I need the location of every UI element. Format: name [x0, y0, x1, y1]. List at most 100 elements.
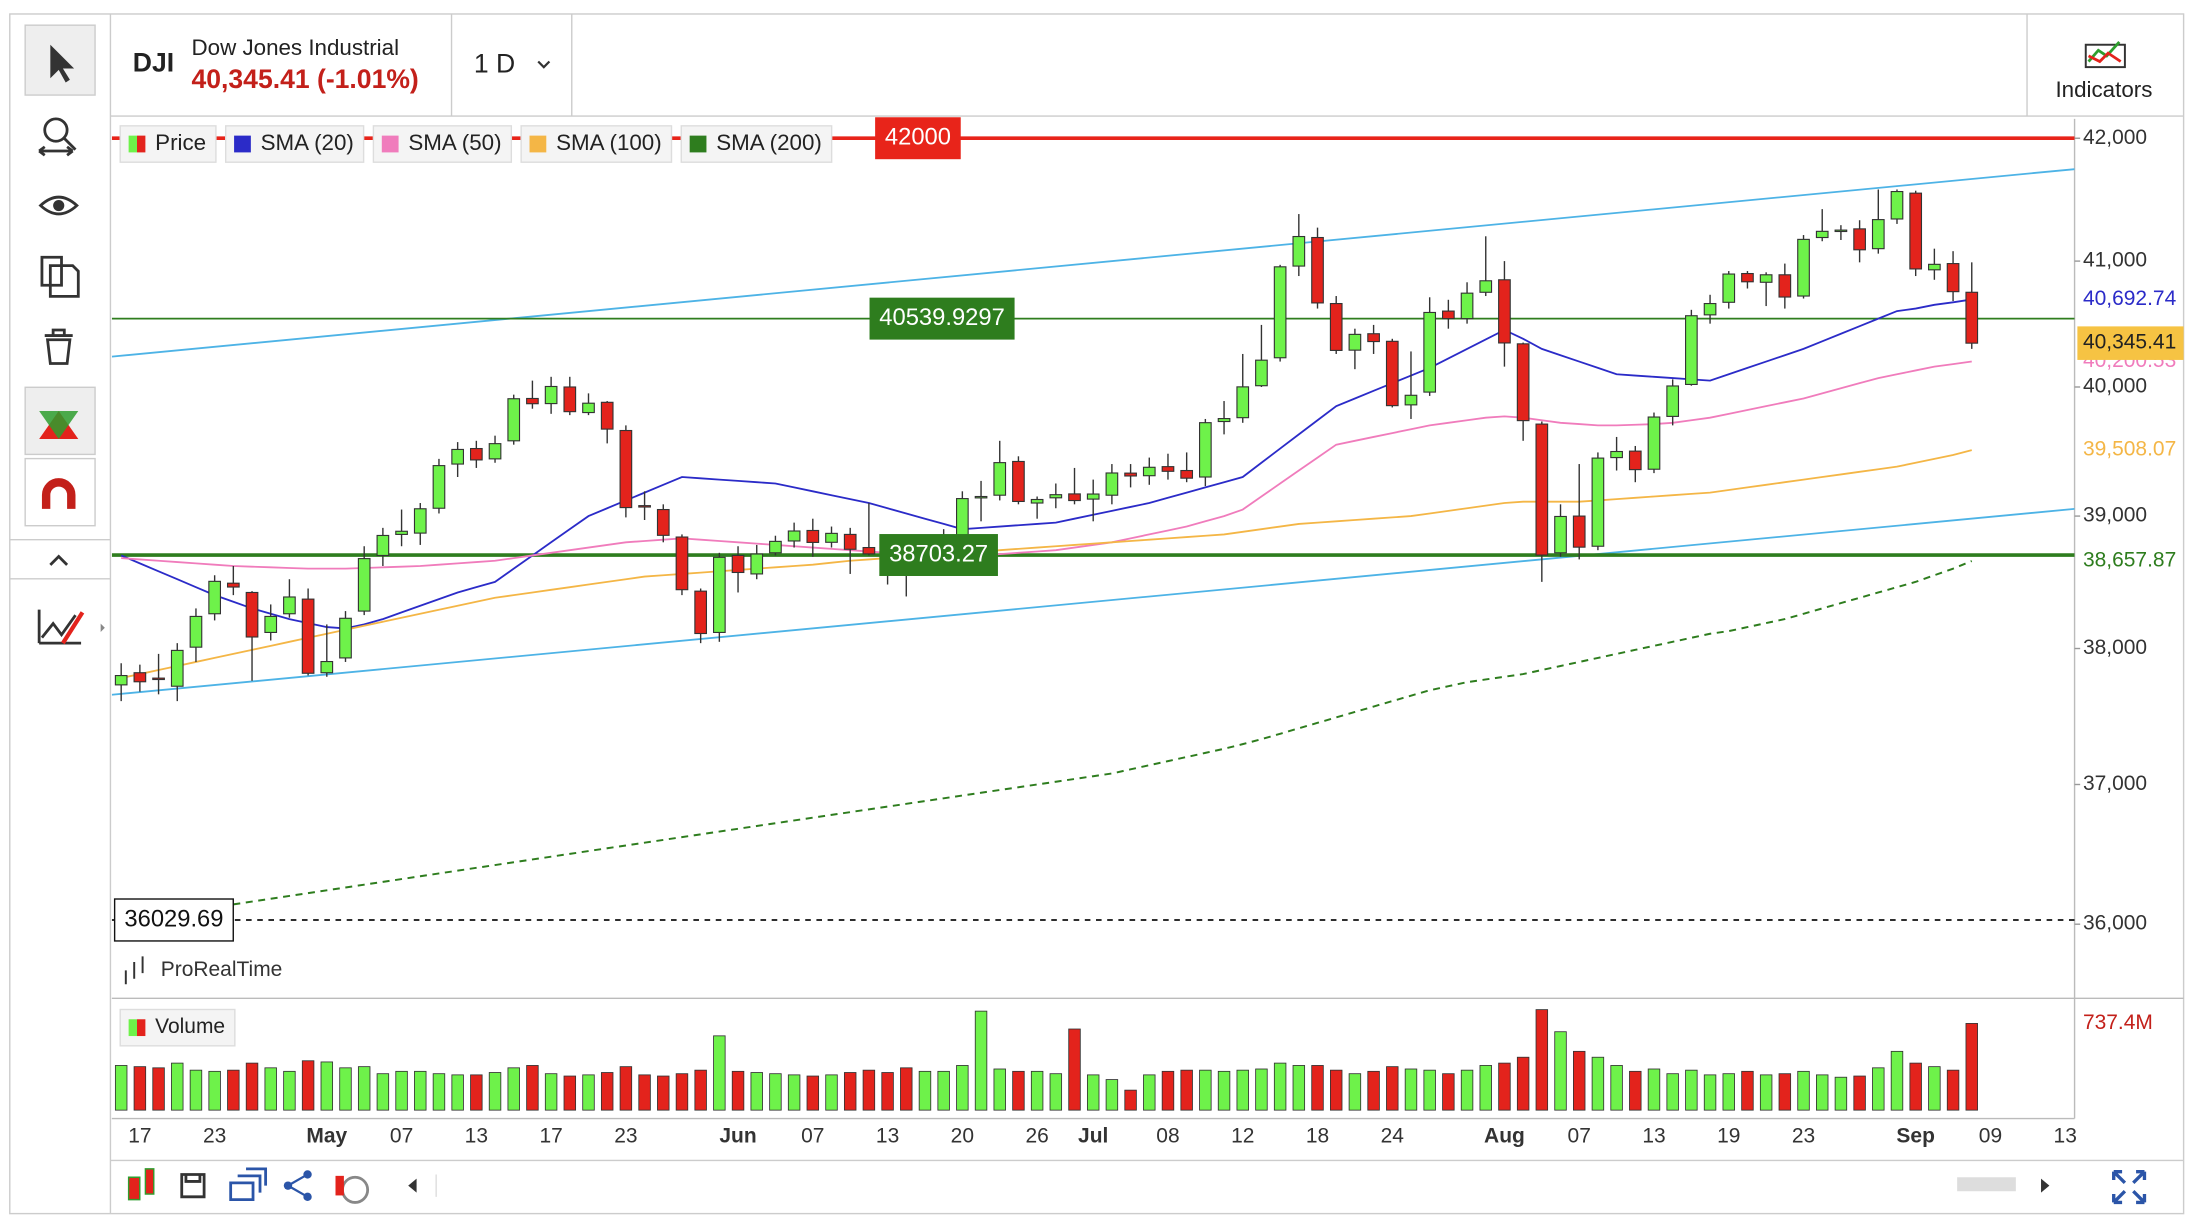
- interval-chevron[interactable]: [537, 60, 551, 69]
- horizontal-line-tag: [869, 297, 1015, 340]
- brand: ProRealTime: [161, 958, 283, 981]
- candle-body: [1610, 450, 1623, 459]
- plot-area: [111, 136, 2075, 921]
- volume-bar: [1049, 1073, 1063, 1111]
- candle-body: [395, 530, 408, 535]
- volume-bar: [526, 1065, 539, 1111]
- indicators-icon[interactable]: [2084, 41, 2126, 69]
- save-button[interactable]: [180, 1173, 206, 1199]
- volume-bar: [638, 1074, 651, 1111]
- x-tick-label: 23: [203, 1124, 226, 1147]
- volume-bar: [395, 1070, 408, 1111]
- candle-body: [619, 429, 633, 509]
- candle-body: [413, 508, 427, 534]
- volume-bar: [1199, 1069, 1212, 1111]
- zoom-tool[interactable]: [43, 117, 69, 143]
- candle-body: [1311, 236, 1324, 304]
- magnet-icon: [41, 478, 76, 509]
- candle-body: [1292, 235, 1306, 267]
- volume-bar: [171, 1062, 184, 1111]
- volume-bar: [862, 1069, 876, 1111]
- volume-bar: [731, 1070, 745, 1111]
- candle-body: [1236, 386, 1250, 419]
- candle-body: [1273, 266, 1287, 359]
- legend-swatch: [689, 135, 707, 153]
- pointer-icon: [50, 44, 75, 83]
- volume-bar: [1086, 1074, 1100, 1111]
- volume-bar: [1890, 1050, 1904, 1111]
- indicators-button[interactable]: Indicators: [2055, 77, 2152, 102]
- sma-line: [233, 560, 1973, 906]
- volume-bar: [956, 1065, 969, 1111]
- volume-last-label: 737.4M: [2083, 1011, 2153, 1034]
- scroll-left[interactable]: [408, 1178, 417, 1193]
- collapse-button[interactable]: [49, 554, 69, 566]
- volume-bar: [339, 1067, 352, 1111]
- y-tick-label: 40,000: [2083, 375, 2147, 398]
- volume-bar: [937, 1070, 950, 1111]
- eye-tool[interactable]: [38, 195, 79, 216]
- volume-bar: [114, 1065, 128, 1111]
- pencil: [61, 611, 85, 645]
- windows-button[interactable]: [229, 1167, 268, 1202]
- candle-body: [843, 533, 857, 550]
- volume-bar: [1348, 1073, 1362, 1111]
- delete-tool[interactable]: [44, 328, 73, 365]
- draw-tool[interactable]: [37, 609, 82, 645]
- scroll-right[interactable]: [2041, 1178, 2050, 1193]
- volume-bar: [227, 1069, 240, 1111]
- candle-body: [862, 546, 876, 555]
- volume-bar: [432, 1073, 446, 1111]
- horizontal-line-label: 40539.9297: [879, 304, 1004, 331]
- frame: [9, 13, 2185, 1215]
- volume-bar: [1329, 1069, 1343, 1111]
- volume-bar: [918, 1070, 932, 1111]
- candle-body: [170, 649, 184, 687]
- x-tick-label: May: [306, 1124, 347, 1147]
- legend-swatch: [381, 135, 399, 153]
- candle-body: [1404, 394, 1418, 406]
- share-lines: [287, 1173, 309, 1198]
- volume-bar: [1647, 1068, 1661, 1111]
- volume-bar: [1759, 1074, 1773, 1111]
- volume-bar: [1722, 1073, 1735, 1111]
- legend-item: [224, 125, 365, 163]
- candle-body: [806, 529, 820, 543]
- volume-bar: [283, 1070, 296, 1111]
- candle-body: [582, 402, 595, 414]
- volume-bar: [1573, 1050, 1586, 1111]
- candle-body: [208, 580, 222, 615]
- x-tick-label: 26: [1025, 1124, 1048, 1147]
- eye-pupil: [53, 199, 65, 212]
- candle-body: [432, 465, 446, 509]
- candle-body: [1909, 192, 1923, 270]
- candle-body: [1554, 515, 1567, 554]
- volume-bar: [1180, 1069, 1193, 1111]
- candle-body: [357, 558, 371, 612]
- scroll-thumb[interactable]: [1957, 1177, 2016, 1192]
- volume-bar: [1629, 1070, 1642, 1111]
- candle-body: [825, 532, 838, 543]
- draw-more[interactable]: [100, 623, 105, 632]
- volume-bar: [1404, 1068, 1418, 1111]
- volume-bar: [900, 1067, 913, 1111]
- fullscreen-button[interactable]: [2112, 1169, 2147, 1205]
- x-tick-label: 18: [1306, 1124, 1329, 1147]
- x-tick-label: 13: [876, 1124, 899, 1147]
- volume-bar: [1143, 1074, 1156, 1111]
- volume-bar: [1816, 1074, 1829, 1111]
- candle-body: [1442, 310, 1455, 320]
- magnet-tool[interactable]: [24, 457, 96, 527]
- legend-label: Price: [155, 130, 206, 155]
- candle-body: [1068, 493, 1081, 502]
- volume-bar: [993, 1068, 1006, 1111]
- volume-bar: [1797, 1070, 1810, 1111]
- x-tick-label: 23: [614, 1124, 637, 1147]
- x-tick-label: 17: [539, 1124, 562, 1147]
- volume-bar: [1965, 1023, 1978, 1111]
- chart-type-button[interactable]: [127, 1168, 155, 1201]
- interval[interactable]: 1 D: [474, 49, 515, 79]
- copy-tool[interactable]: [40, 255, 80, 298]
- volume-bar: [1030, 1070, 1044, 1111]
- legend-swatch: [128, 1019, 137, 1037]
